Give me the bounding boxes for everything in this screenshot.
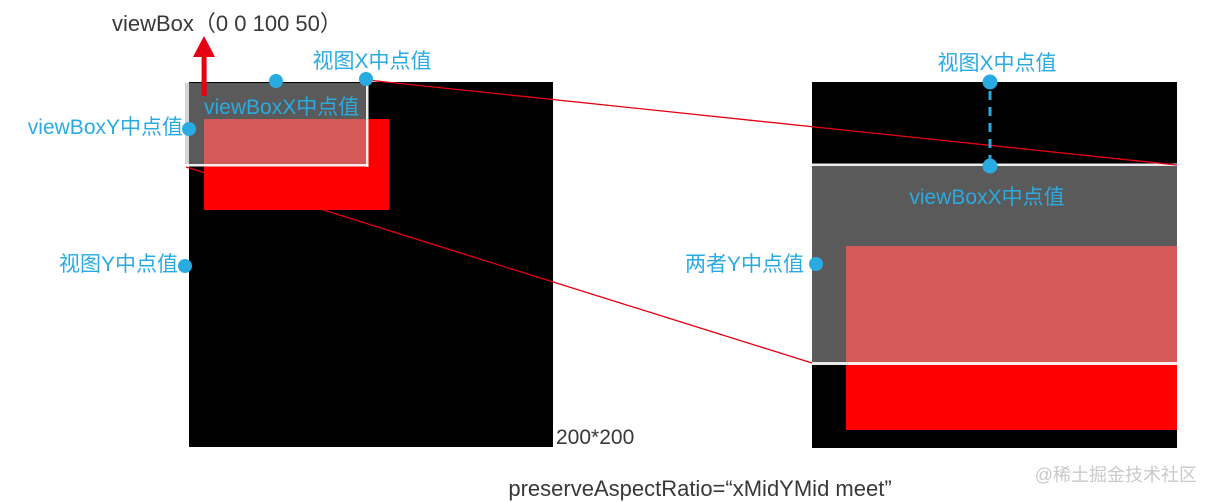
left-viewbox-y-mid-label: viewBoxY中点值 [28, 116, 183, 139]
preserve-aspect-ratio-caption: preserveAspectRatio=“xMidYMid meet” [508, 476, 891, 501]
left-view-y-mid-dot [178, 259, 192, 273]
right-view-x-mid-dot [982, 74, 998, 90]
left-viewbox-border-right [366, 83, 369, 167]
left-viewbox-x-mid-label: viewBoxX中点值 [204, 96, 359, 119]
right-viewbox-x-mid-dot [982, 158, 998, 174]
left-viewbox-border-bottom [185, 164, 369, 167]
right-viewbox-x-mid-label: viewBoxX中点值 [909, 186, 1064, 209]
left-view-x-mid-label: 视图X中点值 [312, 50, 431, 73]
right-view-x-mid-label: 视图X中点值 [937, 52, 1056, 75]
right-both-y-mid-label: 两者Y中点值 [685, 253, 804, 276]
viewbox-title: viewBox（0 0 100 50） [112, 11, 342, 36]
viewbox-arrow-icon [193, 36, 215, 96]
left-view-x-mid-dot [359, 72, 373, 86]
viewport-size-label: 200*200 [556, 426, 634, 449]
left-viewbox-x-mid-dot [269, 74, 283, 88]
left-viewbox-y-mid-dot [182, 122, 196, 136]
right-viewbox-overlay [812, 166, 1177, 362]
right-viewbox-border-bottom [812, 362, 1177, 365]
watermark: @稀土掘金技术社区 [1035, 465, 1197, 485]
left-viewbox-overlay [185, 83, 366, 164]
left-view-y-mid-label: 视图Y中点值 [59, 253, 178, 276]
right-both-y-mid-dot [809, 257, 823, 271]
projection-line-top [366, 79, 1178, 166]
